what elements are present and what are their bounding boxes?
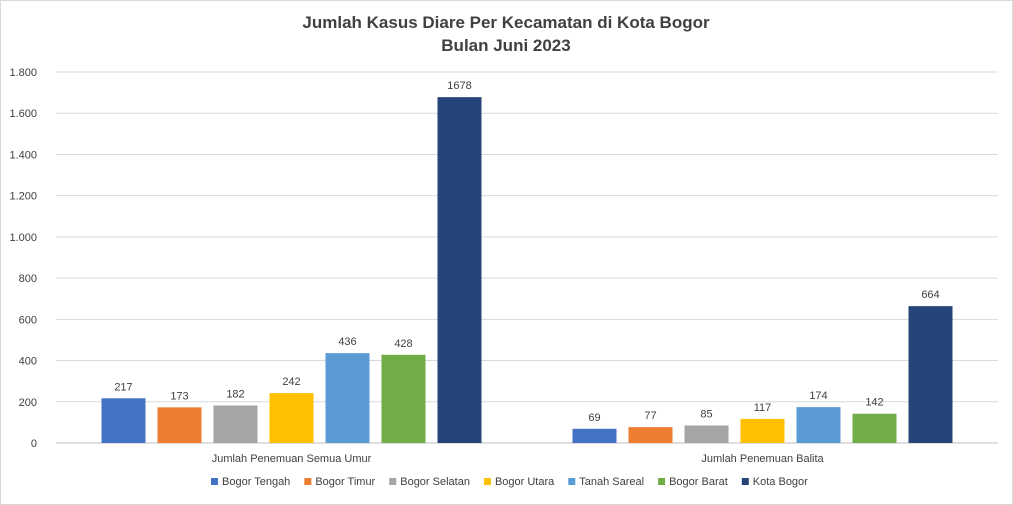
- y-tick-label: 1.000: [9, 232, 37, 244]
- chart-title: Jumlah Kasus Diare Per Kecamatan di Kota…: [302, 13, 710, 32]
- x-axis: Jumlah Penemuan Semua Umur Jumlah Penemua…: [212, 453, 825, 465]
- legend-label: Bogor Barat: [669, 476, 728, 488]
- data-label: 85: [700, 408, 712, 420]
- legend-label: Bogor Utara: [495, 476, 555, 488]
- data-label: 436: [338, 336, 356, 348]
- data-label: 1678: [447, 80, 471, 92]
- y-tick-label: 1.400: [9, 149, 37, 161]
- bar: [325, 353, 370, 443]
- legend-label: Tanah Sareal: [579, 476, 644, 488]
- bar: [213, 405, 258, 443]
- legend-swatch: [568, 478, 576, 485]
- legend-swatch: [658, 478, 666, 485]
- y-tick-label: 200: [19, 397, 37, 409]
- legend-label: Bogor Timur: [315, 476, 375, 488]
- bar: [101, 398, 146, 443]
- data-label: 77: [644, 410, 656, 422]
- legend-swatch: [483, 478, 491, 485]
- legend-swatch: [211, 478, 218, 485]
- data-labels: 217 173 182 242 436 428 1678 69 77 85 117 174 142 664: [114, 80, 939, 424]
- bars: [101, 97, 953, 443]
- bar: [796, 407, 841, 443]
- bar: [269, 393, 314, 443]
- data-label: 69: [588, 412, 600, 424]
- x-category-label: Jumlah Penemuan Semua Umur: [212, 453, 372, 465]
- bar: [852, 413, 897, 443]
- data-label: 142: [865, 397, 883, 409]
- bar: [157, 407, 202, 443]
- bar: [628, 427, 673, 443]
- data-label: 217: [114, 381, 132, 393]
- y-tick-label: 1.600: [9, 108, 37, 120]
- bar: [572, 428, 617, 443]
- legend-label: Kota Bogor: [753, 476, 808, 488]
- y-tick-label: 400: [19, 356, 37, 368]
- grid-lines: [56, 71, 998, 444]
- legend-label: Bogor Selatan: [400, 476, 470, 488]
- y-axis: 0 200 400 600 800 1.000 1.200 1.400 1.600 1.800: [9, 67, 37, 450]
- bar: [381, 354, 426, 443]
- bar: [437, 97, 482, 443]
- y-tick-label: 1.800: [9, 67, 37, 79]
- data-label: 182: [226, 388, 244, 400]
- legend-swatch: [389, 478, 397, 485]
- data-label: 174: [809, 390, 827, 402]
- y-tick-label: 0: [31, 438, 37, 450]
- chart-subtitle: Bulan Juni 2023: [441, 36, 570, 55]
- bar: [908, 306, 953, 443]
- y-tick-label: 800: [19, 273, 37, 285]
- bar: [740, 418, 785, 443]
- legend: Bogor Tengah Bogor Timur Bogor Selatan Bogo…: [211, 476, 808, 488]
- y-tick-label: 600: [19, 314, 37, 326]
- data-label: 428: [394, 338, 412, 350]
- data-label: 173: [170, 390, 188, 402]
- y-tick-label: 1.200: [9, 191, 37, 203]
- bar: [684, 425, 729, 443]
- data-label: 664: [921, 289, 939, 301]
- data-label: 242: [282, 376, 300, 388]
- x-category-label: Jumlah Penemuan Balita: [701, 453, 824, 465]
- data-label: 117: [754, 402, 772, 414]
- legend-swatch: [741, 478, 749, 485]
- legend-swatch: [304, 478, 312, 485]
- legend-label: Bogor Tengah: [222, 476, 290, 488]
